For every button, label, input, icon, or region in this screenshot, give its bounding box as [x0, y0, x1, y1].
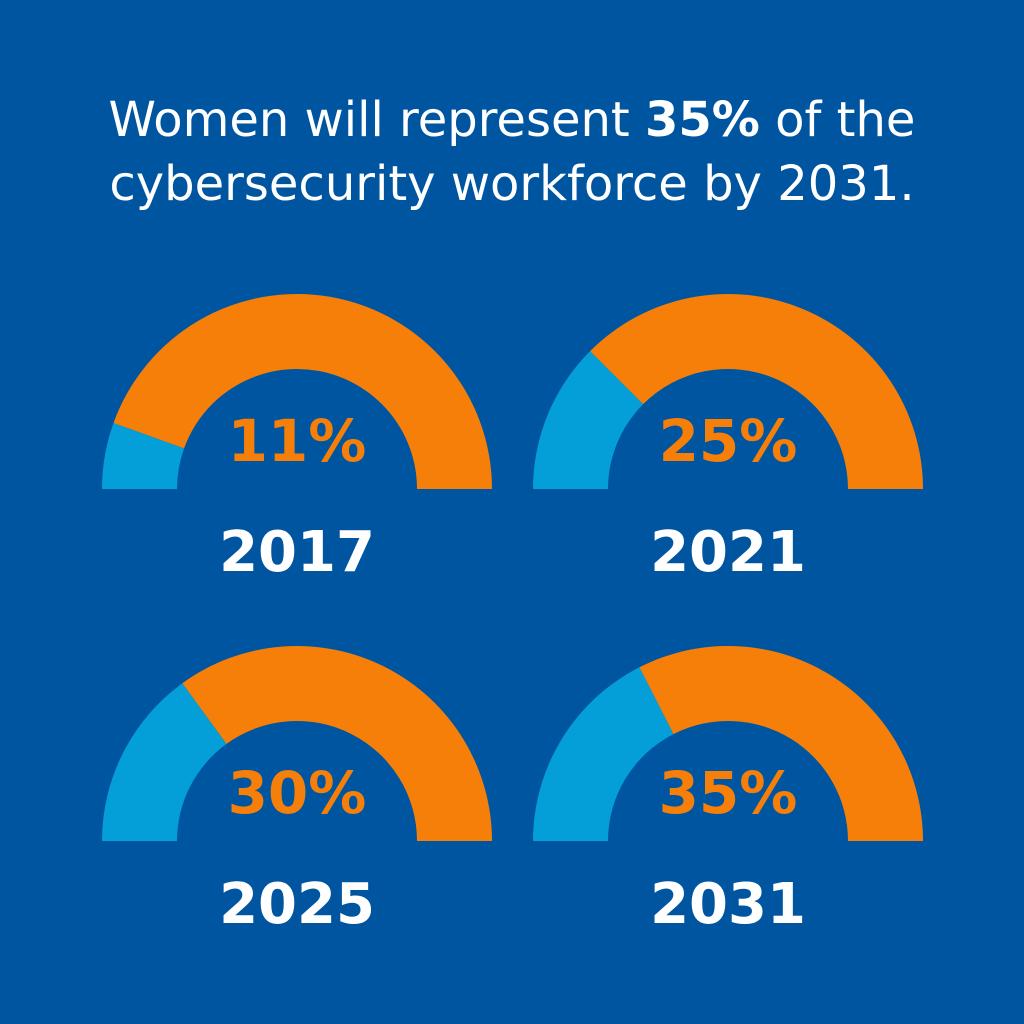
gauge-percent-label: 11% [228, 407, 367, 475]
headline-text-after: of the [759, 92, 916, 148]
gauge-year-label: 2021 [650, 520, 806, 585]
headline-line-2: cybersecurity workforce by 2031. [109, 156, 915, 212]
gauge-remainder-segment [113, 294, 492, 489]
gauge-remainder-segment [590, 293, 923, 489]
gauge-2021: 25% 2021 [532, 293, 923, 585]
gauge-2025: 30% 2025 [102, 645, 492, 937]
gauge-percent-label: 30% [228, 759, 367, 827]
gauge-2017: 11% 2017 [102, 294, 492, 585]
gauge-year-label: 2025 [219, 872, 375, 937]
gauge-women-segment [102, 683, 227, 841]
gauge-women-segment [102, 422, 185, 489]
gauge-year-label: 2017 [219, 520, 375, 585]
headline-text-before: Women will represent [108, 92, 645, 148]
gauge-percent-label: 25% [659, 407, 798, 475]
gauge-percent-label: 35% [659, 759, 798, 827]
gauge-remainder-segment [639, 645, 923, 841]
gauge-women-segment [532, 351, 644, 489]
headline-line-1: Women will represent 35% of the [0, 88, 1024, 152]
gauge-women-segment [533, 667, 674, 841]
headline-highlight: 35% [644, 92, 760, 148]
gauge-year-label: 2031 [650, 872, 806, 937]
headline: Women will represent 35% of the cybersec… [0, 88, 1024, 216]
gauge-2031: 35% 2031 [533, 645, 923, 937]
gauge-remainder-segment [182, 645, 492, 841]
